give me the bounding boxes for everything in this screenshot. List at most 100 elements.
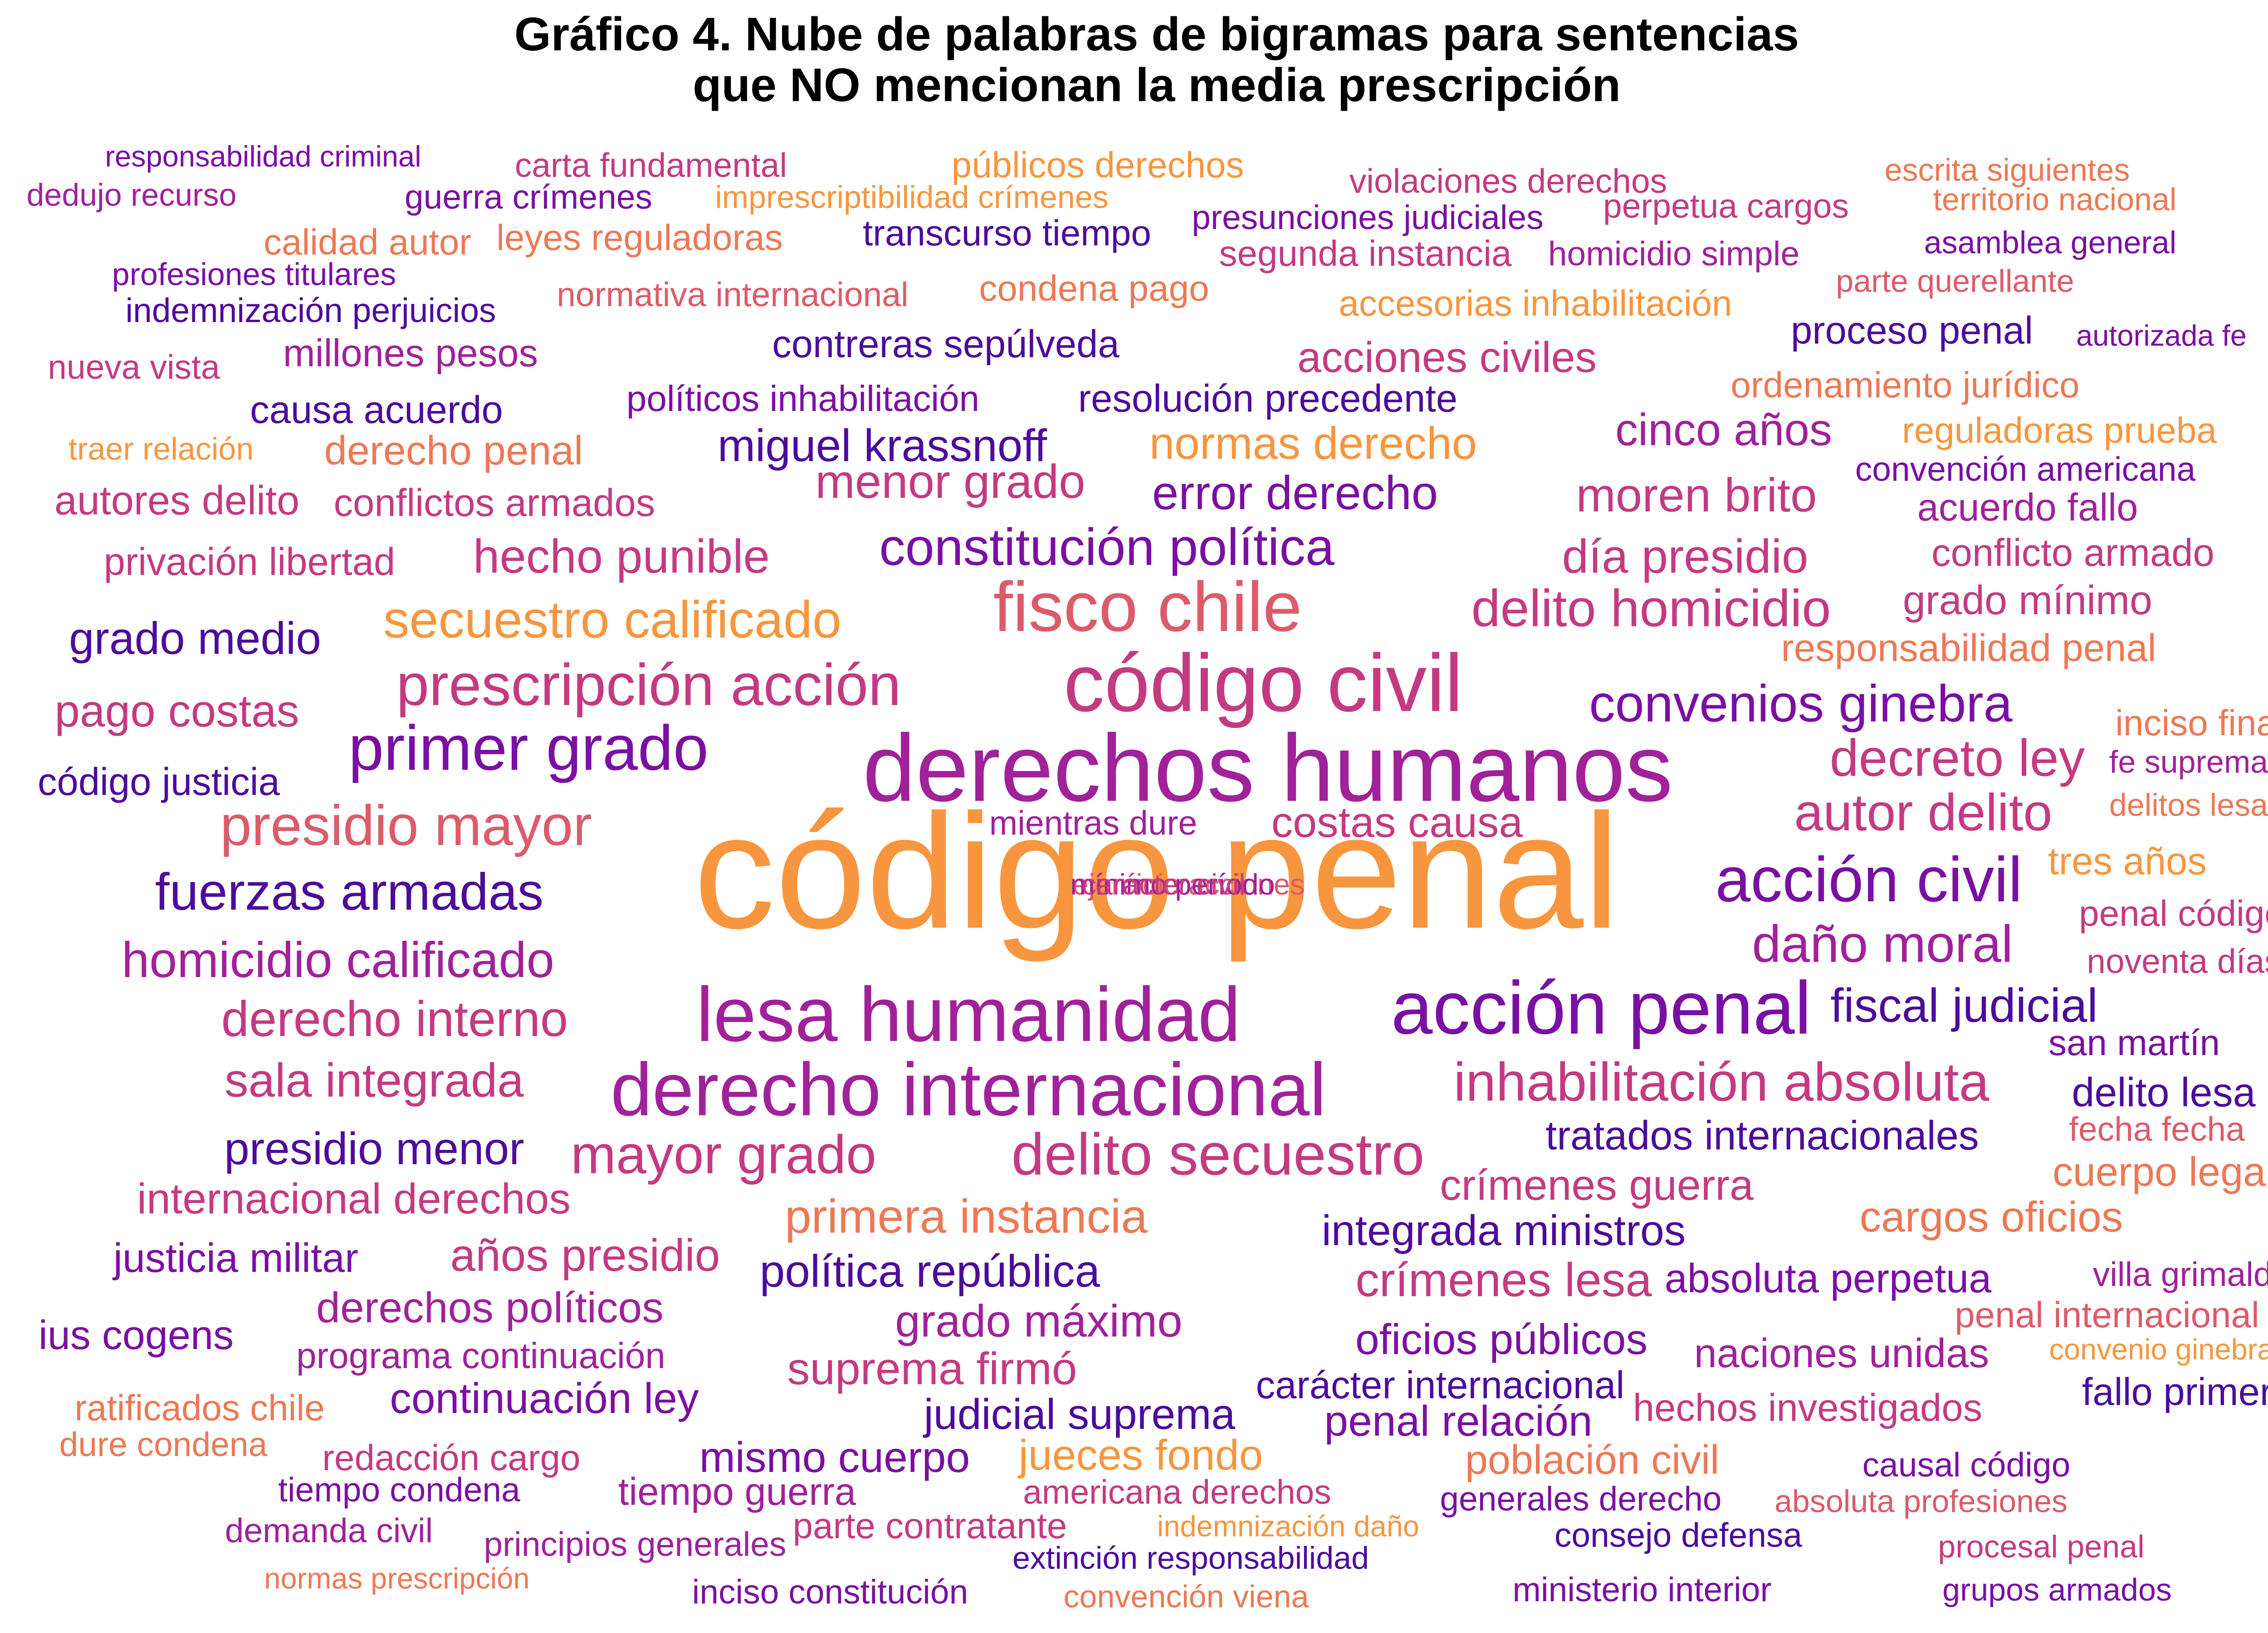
word-63: políticos inhabilitación [626, 378, 979, 419]
word-144: reguladoras prueba [1902, 410, 2217, 450]
word-59: acuerdo fallo [1917, 486, 2138, 529]
word-28: menor grado [815, 455, 1085, 508]
word-90: fe suprema [2109, 744, 2268, 779]
word-64: derecho penal [324, 428, 583, 474]
word-12: mayor grado [571, 1125, 876, 1185]
word-87: penal código [2079, 893, 2268, 934]
word-15: fuerzas armadas [155, 863, 544, 921]
word-108: extinción responsabilidad [1012, 1540, 1369, 1575]
word-69: código justicia [38, 760, 280, 803]
word-41: tratados internacionales [1545, 1113, 1979, 1159]
word-72: programa continuación [296, 1335, 665, 1376]
word-11: acción civil [1716, 844, 2023, 915]
word-136: accesorias inhabilitación [1339, 283, 1732, 323]
word-42: crímenes guerra [1440, 1161, 1754, 1209]
word-134: normativa internacional [557, 275, 908, 313]
word-97: tiempo guerra [618, 1470, 856, 1513]
word-124: calidad autor [264, 222, 471, 262]
word-130: homicidio simple [1548, 235, 1799, 273]
word-143: traer relación [68, 431, 254, 466]
word-29: hecho punible [473, 530, 770, 583]
word-35: crímenes lesa [1355, 1254, 1652, 1307]
word-133: indemnización perjuicios [125, 291, 496, 329]
word-56: grado mínimo [1903, 578, 2152, 623]
word-39: cinco años [1615, 404, 1832, 455]
word-107: procesal penal [1938, 1529, 2144, 1564]
word-46: internacional derechos [137, 1175, 571, 1223]
word-7: prescripción acción [396, 651, 901, 718]
word-83: penal internacional [1955, 1295, 2259, 1335]
word-110: inciso constitución [692, 1573, 968, 1611]
word-98: americana derechos [1023, 1473, 1331, 1511]
word-68: causa acuerdo [250, 388, 503, 431]
word-120: guerra crímenes [405, 178, 652, 216]
word-88: tres años [2048, 840, 2207, 883]
word-127: presunciones judiciales [1192, 198, 1543, 236]
word-114: responsabilidad criminal [105, 140, 421, 173]
word-79: hechos investigados [1633, 1386, 1982, 1429]
word-5: derecho internacional [611, 1048, 1326, 1131]
word-91: inciso final [2115, 703, 2268, 743]
word-8: primer grado [348, 712, 709, 783]
word-140: millones pesos [283, 332, 538, 375]
word-84: convenio ginebra [2049, 1333, 2268, 1366]
word-131: profesiones titulares [112, 256, 396, 292]
word-44: pago costas [54, 685, 299, 736]
word-82: villa grimaldi [2093, 1255, 2268, 1293]
word-95: redacción cargo [322, 1437, 580, 1478]
word-17: delito homicidio [1471, 579, 1831, 637]
word-94: dure condena [59, 1425, 268, 1463]
word-1: derechos humanos [863, 714, 1673, 821]
word-40: grado máximo [895, 1296, 1183, 1346]
word-125: leyes reguladoras [496, 217, 782, 258]
word-66: autores delito [54, 478, 299, 523]
word-117: violaciones derechos [1349, 162, 1667, 200]
word-6: fisco chile [993, 567, 1302, 646]
word-38: miguel krassnoff [718, 420, 1047, 471]
word-65: conflictos armados [334, 481, 655, 524]
word-22: homicidio calificado [122, 932, 554, 988]
word-146: mínimo período [1070, 868, 1275, 901]
word-71: derechos políticos [316, 1284, 664, 1332]
word-135: condena pago [979, 268, 1209, 308]
word-111: convención viena [1064, 1579, 1309, 1614]
word-0: código penal [694, 780, 1620, 963]
word-137: proceso penal [1791, 309, 2033, 352]
word-115: carta fundamental [515, 146, 787, 184]
word-23: derecho interno [221, 991, 568, 1047]
word-32: fiscal judicial [1830, 979, 2097, 1032]
chart-title-line-1: Gráfico 4. Nube de palabras de bigramas … [514, 8, 1799, 61]
word-77: carácter internacional [1256, 1364, 1625, 1407]
word-18: convenios ginebra [1589, 675, 2012, 733]
word-80: población civil [1465, 1437, 1719, 1483]
word-10: delito secuestro [1012, 1121, 1425, 1187]
word-116: públicos derechos [952, 145, 1244, 185]
word-105: indemnización daño [1157, 1510, 1419, 1543]
chart-title: Gráfico 4. Nube de palabras de bigramas … [0, 9, 2268, 111]
word-76: jueces fondo [1017, 1431, 1263, 1479]
word-102: demanda civil [225, 1511, 433, 1550]
word-86: noventa días [2087, 942, 2268, 980]
word-19: daño moral [1752, 915, 2013, 973]
word-75: mismo cuerpo [699, 1433, 970, 1481]
word-109: normas prescripción [264, 1562, 529, 1595]
word-13: secuestro calificado [383, 591, 841, 649]
word-57: responsabilidad penal [1781, 626, 2156, 670]
word-128: asamblea general [1924, 225, 2176, 260]
word-30: sala integrada [225, 1054, 524, 1107]
word-147: carácter civil [1081, 868, 1245, 901]
word-112: ministerio interior [1513, 1570, 1772, 1609]
chart-title-line-2: que NO mencionan la media prescripción [693, 59, 1621, 112]
word-53: cuerpo legal [2053, 1149, 2268, 1195]
word-27: día presidio [1562, 530, 1809, 583]
word-9: presidio mayor [220, 794, 592, 857]
word-106: consejo defensa [1554, 1516, 1803, 1554]
word-31: presidio menor [224, 1123, 524, 1174]
word-21: autor delito [1794, 783, 2053, 841]
word-50: oficios públicos [1355, 1315, 1647, 1364]
word-49: suprema firmó [787, 1343, 1077, 1394]
word-126: transcurso tiempo [863, 213, 1151, 253]
word-123: territorio nacional [1933, 181, 2177, 217]
